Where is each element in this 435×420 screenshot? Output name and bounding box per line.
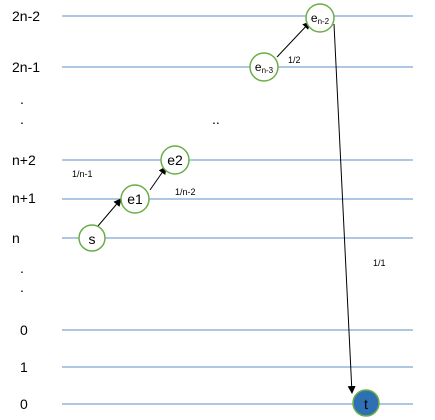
row-label-1: 1 [20, 359, 28, 375]
node-e2: e2 [160, 145, 190, 175]
row-label-dot-4: . [20, 279, 24, 295]
node-en2-sub: n-2 [318, 17, 330, 26]
probability-labels: 1/n-1 1/n-2 1/2 1/1 [72, 55, 386, 268]
node-t: t [352, 389, 380, 417]
row-label-dot-3: . [20, 260, 24, 276]
edge-en2-t [333, 23, 356, 394]
node-e1-label: e1 [127, 191, 143, 207]
node-en3: en-3 [249, 52, 279, 82]
row-label-0-bottom: 0 [20, 396, 28, 412]
edges [97, 21, 356, 394]
row-label-2n-2: 2n-2 [12, 8, 40, 24]
row-label-n+2: n+2 [12, 152, 36, 168]
row-label-2n-1: 2n-1 [12, 59, 40, 75]
node-en3-sub: n-3 [262, 66, 274, 75]
node-s: s [78, 224, 106, 252]
row-label-n+1: n+1 [12, 190, 36, 206]
prob-1-n-2: 1/n-2 [175, 187, 196, 197]
row-label-n: n [12, 230, 20, 246]
grid-lines [62, 15, 413, 405]
edge-e1-e2 [149, 166, 167, 191]
row-label-dot-1: . [20, 91, 24, 107]
node-en2: en-2 [305, 3, 335, 33]
prob-1-n-1: 1/n-1 [72, 169, 93, 179]
node-t-label: t [364, 396, 368, 412]
node-en3-label: en-3 [255, 60, 274, 75]
prob-1-2: 1/2 [288, 55, 301, 65]
node-en2-base: e [311, 11, 318, 25]
edge-en3-en2 [276, 21, 311, 58]
node-s-label: s [89, 231, 96, 247]
row-label-dot-2: . [20, 111, 24, 127]
node-e2-label: e2 [167, 152, 183, 168]
ellipsis: .. [212, 111, 220, 127]
node-e1: e1 [120, 184, 150, 214]
node-en2-label: en-2 [311, 11, 330, 26]
row-labels: 2n-2 2n-1 . . n+2 n+1 n . . 0 1 0 [12, 8, 40, 412]
row-label-0-top: 0 [20, 322, 28, 338]
edge-s-e1 [97, 198, 122, 227]
node-en3-base: e [255, 60, 262, 74]
prob-1-1: 1/1 [373, 258, 386, 268]
